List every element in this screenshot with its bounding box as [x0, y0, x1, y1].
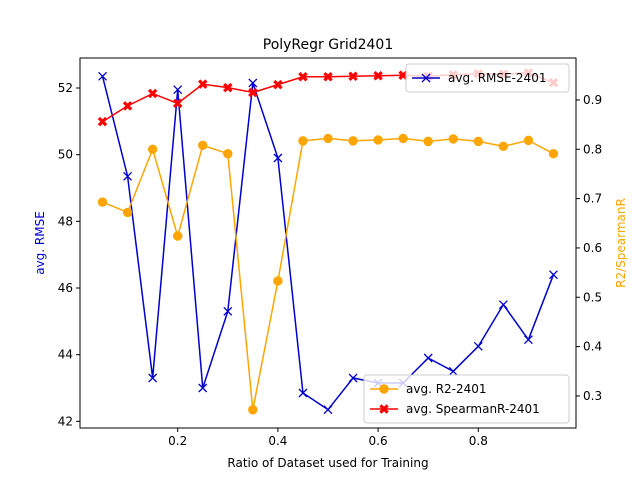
y-left-tick-label-2: 46 [58, 281, 73, 295]
series-point-avg-r2-2401-12 [398, 133, 408, 144]
legend-marker-0 [421, 73, 431, 83]
series-point-avg-rmse-2401-8 [298, 388, 308, 398]
legend-top: avg. RMSE-2401 [405, 63, 570, 93]
y-axis-left-label: avg. RMSE [33, 211, 47, 275]
x-tick-label-3: 0.8 [469, 434, 488, 448]
x-axis-label: Ratio of Dataset used for Training [227, 456, 428, 470]
y-left-tick-label-0: 42 [58, 414, 73, 428]
series-point-avg-r2-2401-10 [348, 136, 358, 146]
series-point-avg-r2-2401-7 [273, 276, 283, 286]
series-point-avg-rmse-2401-1 [123, 171, 133, 181]
series-point-avg-r2-2401-6 [248, 405, 258, 415]
series-point-avg-rmse-2401-4 [198, 383, 208, 393]
legend-marker-0 [379, 384, 389, 394]
series-point-avg-spearmanr-2401-4 [198, 79, 208, 89]
legend-label-0: avg. RMSE-2401 [448, 71, 546, 85]
series-point-avg-r2-2401-5 [223, 149, 233, 159]
legend-bottom: avg. R2-2401 avg. SpearmanR-2401 [363, 374, 570, 424]
x-tick-label-0: 0.2 [168, 434, 187, 448]
series-point-avg-r2-2401-18 [548, 149, 559, 159]
x-tick-label-2: 0.6 [369, 434, 388, 448]
y-right-tick-label-0: 0.3 [583, 389, 602, 403]
series-point-avg-r2-2401-9 [323, 133, 333, 144]
series-point-avg-spearmanr-2401-7 [273, 79, 283, 90]
y-right-tick-label-6: 0.9 [583, 93, 602, 107]
y-right-tick-label-2: 0.5 [583, 290, 602, 304]
series-point-avg-rmse-2401-10 [348, 373, 358, 383]
y-right-tick-label-1: 0.4 [583, 340, 602, 354]
series-point-avg-spearmanr-2401-10 [348, 71, 358, 81]
series-point-avg-rmse-2401-3 [173, 85, 183, 95]
y-left-tick-label-5: 52 [58, 81, 73, 95]
series-point-avg-spearmanr-2401-2 [147, 88, 158, 99]
y-right-tick-label-5: 0.8 [583, 142, 602, 156]
series-point-avg-rmse-2401-16 [498, 300, 508, 310]
series-point-avg-rmse-2401-15 [473, 341, 483, 351]
y-left-tick-label-4: 50 [58, 148, 73, 162]
series-point-avg-rmse-2401-6 [248, 78, 258, 88]
series-point-avg-r2-2401-15 [473, 136, 484, 147]
x-tick-label-1: 0.4 [268, 434, 287, 448]
y-left-tick-label-3: 48 [58, 214, 73, 228]
series-point-avg-rmse-2401-5 [223, 306, 233, 316]
series-point-avg-spearmanr-2401-6 [248, 87, 258, 98]
series-point-avg-r2-2401-17 [523, 135, 534, 146]
series-point-avg-rmse-2401-9 [323, 405, 333, 415]
chart-title: PolyRegr Grid2401 [263, 37, 394, 53]
series-point-avg-rmse-2401-18 [548, 270, 558, 280]
series-point-avg-spearmanr-2401-0 [97, 116, 108, 127]
series-point-avg-spearmanr-2401-8 [298, 72, 308, 82]
series-point-avg-spearmanr-2401-1 [122, 101, 133, 111]
legend-label-1: avg. SpearmanR-2401 [406, 402, 540, 416]
series-point-avg-r2-2401-11 [373, 135, 383, 145]
y-axis-right-label: R2/SpearmanR [614, 198, 628, 288]
y-right-tick-label-4: 0.7 [583, 192, 602, 206]
series-point-avg-rmse-2401-17 [523, 335, 533, 345]
series-point-avg-rmse-2401-2 [148, 373, 158, 383]
series-point-avg-r2-2401-2 [147, 144, 158, 154]
series-point-avg-spearmanr-2401-3 [172, 98, 183, 109]
series-point-avg-r2-2401-16 [498, 141, 509, 152]
series-point-avg-rmse-2401-14 [448, 366, 458, 376]
legend-label-0: avg. R2-2401 [406, 382, 487, 396]
legend-top-layer-box [405, 63, 570, 93]
series-point-avg-spearmanr-2401-11 [373, 71, 383, 81]
series-point-avg-r2-2401-0 [97, 197, 108, 207]
legend-bottom-layer-box [363, 374, 570, 424]
series-point-avg-r2-2401-3 [172, 231, 183, 241]
series-point-avg-rmse-2401-13 [423, 353, 433, 363]
legend-marker-1 [379, 404, 389, 414]
series-point-avg-r2-2401-14 [448, 134, 458, 144]
series-point-avg-r2-2401-1 [122, 207, 133, 218]
series-point-avg-r2-2401-13 [423, 136, 433, 147]
series-point-avg-r2-2401-4 [198, 140, 208, 151]
series-point-avg-spearmanr-2401-5 [223, 82, 233, 93]
y-left-tick-label-1: 44 [58, 348, 73, 362]
series-point-avg-r2-2401-8 [298, 136, 308, 146]
series-point-avg-rmse-2401-0 [98, 71, 108, 81]
series-point-avg-rmse-2401-7 [273, 153, 283, 163]
series-point-avg-spearmanr-2401-9 [323, 72, 333, 82]
y-right-tick-label-3: 0.6 [583, 241, 602, 255]
axes-frame [79, 57, 577, 429]
